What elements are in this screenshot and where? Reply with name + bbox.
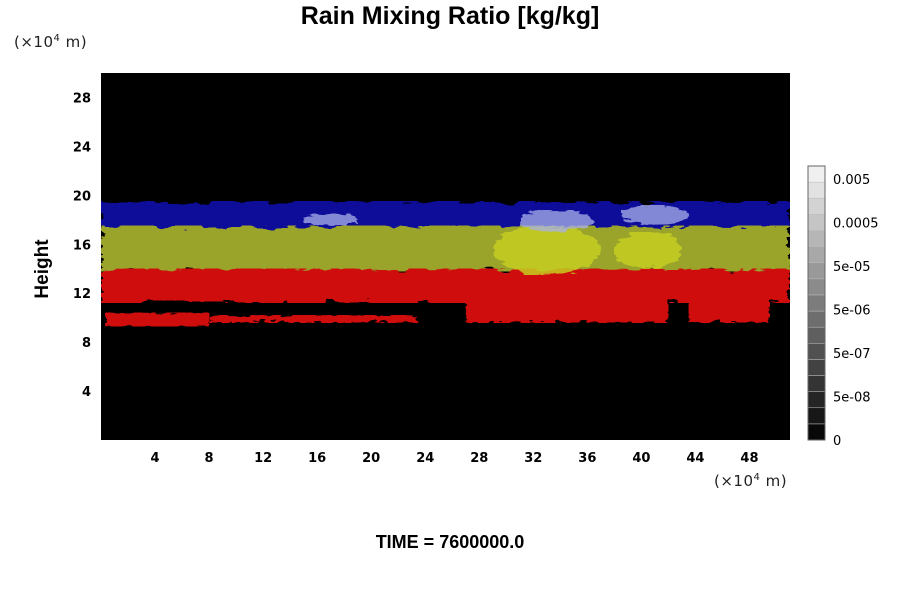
colorbar-tick-label: 5e-06 — [833, 304, 871, 319]
x-tick-label: 48 — [740, 451, 758, 466]
colorbar-tick-label: 0 — [833, 434, 841, 449]
y-tick-label: 24 — [73, 140, 91, 155]
red-lump-0 — [105, 312, 210, 327]
colorbar-segment — [807, 214, 826, 231]
colorbar-tick-label: 5e-07 — [833, 347, 871, 362]
cloud-top-1 — [621, 205, 689, 225]
time-label: TIME = 7600000.0 — [375, 532, 525, 552]
yellow-bulge-1 — [614, 232, 682, 269]
colorbar-segment — [807, 262, 826, 280]
layer-red — [101, 268, 790, 303]
yellow-bulge-0 — [492, 225, 601, 275]
colorbar-tick-label: 5e-08 — [833, 391, 871, 406]
colorbar-segment — [807, 310, 826, 328]
x-tick-label: 32 — [524, 451, 542, 466]
x-tick-label: 28 — [470, 451, 488, 466]
colorbar-tick-label: 5e-05 — [833, 260, 871, 275]
colorbar-segment — [807, 181, 826, 199]
y-tick-label: 28 — [73, 91, 91, 106]
colorbar-segment — [807, 246, 826, 263]
y-tick-label: 12 — [73, 287, 91, 302]
x-tick-label: 4 — [151, 451, 160, 466]
x-tick-label: 12 — [254, 451, 272, 466]
red-lump-2 — [303, 315, 419, 323]
colorbar-segment — [807, 294, 826, 312]
colorbar-segment — [807, 359, 826, 376]
x-tick-label: 16 — [308, 451, 326, 466]
cloud-top-2 — [303, 213, 358, 226]
colorbar-segment — [807, 197, 826, 215]
x-tick-label: 36 — [578, 451, 596, 466]
colorbar-segment — [807, 375, 826, 392]
x-tick-label: 8 — [205, 451, 214, 466]
y-tick-label: 8 — [82, 336, 91, 351]
y-axis-unit: (×104 m) — [14, 33, 88, 51]
colorbar-segment — [807, 165, 826, 183]
colorbar-segment — [807, 230, 826, 247]
colorbar-frame — [807, 165, 826, 441]
y-tick-label: 16 — [73, 238, 91, 253]
x-tick-label: 24 — [416, 451, 434, 466]
chart-title: Rain Mixing Ratio [kg/kg] — [300, 2, 600, 30]
y-tick-label: 20 — [73, 189, 91, 204]
y-tick-label: 4 — [82, 385, 91, 400]
x-axis-unit: (×104 m) — [714, 472, 788, 490]
colorbar-segment — [807, 278, 826, 296]
x-tick-label: 44 — [686, 451, 704, 466]
red-lump-3 — [465, 293, 669, 323]
colorbar-segment — [807, 407, 826, 425]
colorbar-tick-label: 0.005 — [833, 173, 870, 188]
cloud-top-0 — [519, 210, 595, 233]
colorbar-tick-label: 0.0005 — [833, 217, 879, 232]
x-tick-label: 20 — [362, 451, 380, 466]
colorbar-segment — [807, 343, 826, 360]
x-tick-label: 40 — [632, 451, 650, 466]
red-lump-4 — [688, 293, 770, 323]
colorbar-segment — [807, 423, 826, 441]
colorbar-segment — [807, 391, 826, 409]
colorbar-segment — [807, 326, 826, 344]
red-lump-1 — [209, 315, 331, 323]
layer-green — [101, 225, 790, 272]
